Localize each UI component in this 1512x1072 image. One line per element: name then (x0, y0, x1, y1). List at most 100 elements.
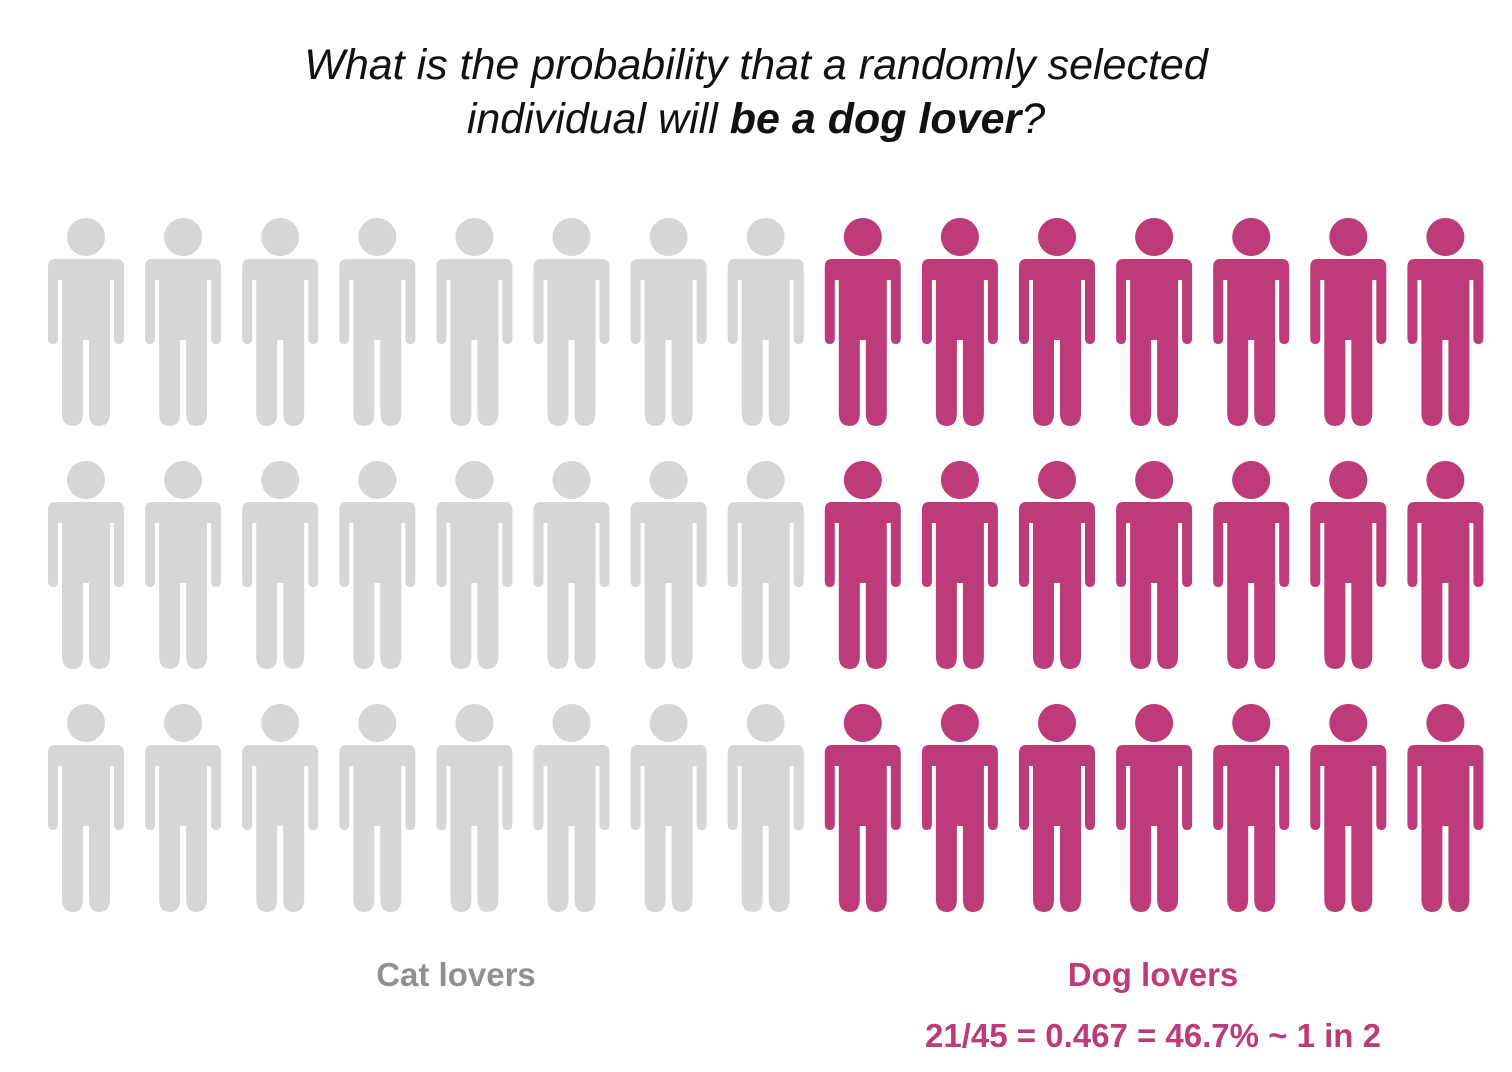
dog-lover-person-icon (1213, 218, 1290, 426)
person-icon-shape (1213, 704, 1290, 912)
cat-lover-person-icon (727, 461, 804, 669)
dog-lovers-label: Dog lovers (1067, 956, 1239, 993)
person-icon-shape (921, 218, 998, 426)
cat-lover-person-icon (339, 218, 416, 426)
person-icon-shape (242, 704, 319, 912)
person-icon-shape (824, 704, 901, 912)
person-icon-shape (1213, 461, 1290, 669)
person-icon-shape (1019, 704, 1095, 912)
person-icon-shape (1407, 461, 1484, 669)
cat-lover-person-icon (242, 704, 319, 912)
dog-lover-person-icon (921, 218, 998, 426)
question-line-2-prefix: individual will (466, 95, 730, 143)
cat-lover-person-icon (436, 218, 513, 426)
person-icon-shape (1116, 704, 1193, 912)
cat-lover-person-icon (727, 218, 804, 426)
person-icon-shape (921, 704, 998, 912)
dog-lover-person-icon (1116, 461, 1193, 669)
person-icon-shape (727, 461, 804, 669)
person-icon-shape (1310, 218, 1387, 426)
cat-lovers-label: Cat lovers (376, 956, 536, 993)
dog-lover-person-icon (1019, 218, 1095, 426)
question-emphasis: be a dog lover (729, 95, 1022, 143)
dog-lover-person-icon (1407, 461, 1484, 669)
person-icon-shape (1407, 704, 1484, 912)
cat-lover-person-icon (48, 218, 124, 426)
dog-lover-person-icon (921, 704, 998, 912)
question-line-2-suffix: ? (1021, 95, 1046, 143)
dog-lover-person-icon (1213, 461, 1290, 669)
person-icon-shape (533, 461, 610, 669)
person-icon-shape (1310, 461, 1387, 669)
person-icon-shape (339, 218, 416, 426)
cat-lover-person-icon (145, 704, 222, 912)
dog-lover-person-icon (1116, 704, 1193, 912)
dog-lover-person-icon (1407, 704, 1484, 912)
dog-lover-person-icon (824, 218, 901, 426)
cat-lover-person-icon (533, 704, 610, 912)
person-icon-shape (824, 218, 901, 426)
dog-lover-person-icon (1116, 218, 1193, 426)
cat-lover-person-icon (630, 461, 707, 669)
cat-lover-person-icon (48, 461, 124, 669)
cat-lover-person-icon (242, 461, 319, 669)
person-icon-shape (145, 704, 222, 912)
person-icon-shape (48, 704, 124, 912)
person-icon-shape (436, 704, 513, 912)
person-icon-shape (533, 218, 610, 426)
dog-lover-person-icon (824, 461, 901, 669)
question-line-2: individual will be a dog lover? (0, 92, 1512, 146)
person-icon-shape (824, 461, 901, 669)
cat-lover-person-icon (145, 461, 222, 669)
person-icon-shape (921, 461, 998, 669)
person-icon-shape (1407, 218, 1484, 426)
question-title: What is the probability that a randomly … (0, 38, 1512, 146)
cat-lover-person-icon (533, 461, 610, 669)
person-icon-shape (436, 218, 513, 426)
dog-lover-person-icon (921, 461, 998, 669)
person-icon-shape (1116, 218, 1193, 426)
question-line-1: What is the probability that a randomly … (304, 41, 1208, 89)
cat-lover-person-icon (727, 704, 804, 912)
person-icon-shape (630, 218, 707, 426)
cat-lover-person-icon (48, 704, 124, 912)
dog-lover-person-icon (1019, 461, 1095, 669)
cat-lover-person-icon (630, 704, 707, 912)
cat-lover-person-icon (436, 461, 513, 669)
cat-lover-person-icon (436, 704, 513, 912)
person-icon-shape (1310, 704, 1387, 912)
dog-lover-person-icon (1310, 704, 1387, 912)
person-icon-shape (1019, 461, 1095, 669)
person-icon-shape (1213, 218, 1290, 426)
dog-lover-person-icon (1407, 218, 1484, 426)
person-icon-shape (339, 704, 416, 912)
probability-formula: 21/45 = 0.467 = 46.7% ~ 1 in 2 (925, 1017, 1381, 1054)
person-icon-shape (48, 461, 124, 669)
person-icon-shape (533, 704, 610, 912)
person-icon-shape (339, 461, 416, 669)
cat-lover-person-icon (339, 461, 416, 669)
dog-lover-person-icon (1019, 704, 1095, 912)
person-icon-shape (242, 218, 319, 426)
person-icon-shape (630, 461, 707, 669)
dog-lover-person-icon (824, 704, 901, 912)
person-icon-shape (145, 461, 222, 669)
person-icon-shape (436, 461, 513, 669)
person-icon-shape (242, 461, 319, 669)
cat-lover-person-icon (145, 218, 222, 426)
cat-lover-person-icon (533, 218, 610, 426)
cat-lover-person-icon (242, 218, 319, 426)
dog-lover-person-icon (1213, 704, 1290, 912)
person-icon-shape (48, 218, 124, 426)
person-icon-shape (727, 704, 804, 912)
cat-lover-person-icon (630, 218, 707, 426)
dog-lover-person-icon (1310, 218, 1387, 426)
dog-lover-person-icon (1310, 461, 1387, 669)
cat-lover-person-icon (339, 704, 416, 912)
person-icon-shape (145, 218, 222, 426)
person-icon-shape (727, 218, 804, 426)
person-icon-shape (630, 704, 707, 912)
person-icon-shape (1116, 461, 1193, 669)
person-icon-shape (1019, 218, 1095, 426)
